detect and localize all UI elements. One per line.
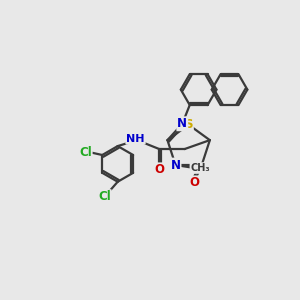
Text: N: N [170,159,181,172]
Text: Cl: Cl [79,146,92,158]
Text: O: O [154,164,164,176]
Text: CH₃: CH₃ [190,163,210,173]
Text: NH: NH [126,134,145,144]
Text: S: S [184,118,193,131]
Text: Cl: Cl [98,190,111,203]
Text: O: O [189,176,199,189]
Text: N: N [177,117,187,130]
